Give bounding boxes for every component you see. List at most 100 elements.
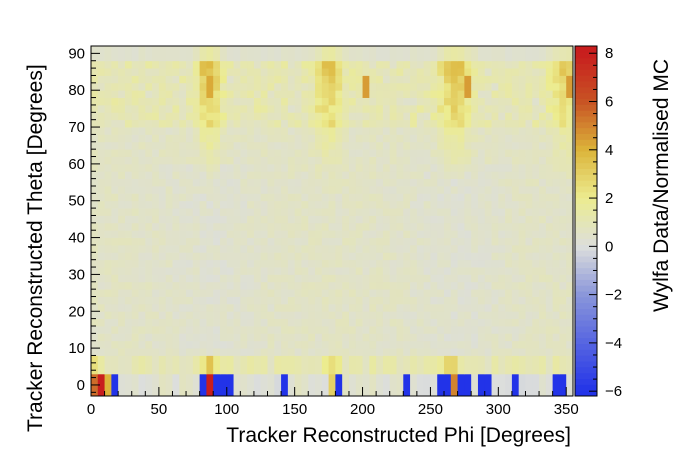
color-scale-segment [575,75,597,82]
heatmap-cell [328,237,336,246]
heatmap-cell [152,141,160,150]
heatmap-cell [511,156,520,165]
heatmap-cell [484,333,492,342]
x-axis-ticks: 0 50 100 150 200 250 300 350 [87,387,579,418]
heatmap-cell [97,303,105,312]
heatmap-cell [328,68,336,76]
heatmap-cell [240,90,248,98]
heatmap-cell [376,244,384,253]
heatmap-cell [437,163,445,172]
heatmap-cell [315,193,323,202]
heatmap-cell [308,373,316,397]
heatmap-cell [179,156,187,165]
heatmap-cell [315,82,323,91]
heatmap-cell [362,90,370,98]
heatmap-cell [192,186,201,194]
heatmap-cell [457,156,465,165]
heatmap-cell [444,134,452,143]
heatmap-cell [97,230,105,238]
heatmap-cell [321,259,330,268]
heatmap-cell [206,244,214,253]
heatmap-cell [559,259,567,268]
heatmap-cell [301,60,309,69]
heatmap-cell [111,318,119,327]
heatmap-cell [240,215,248,224]
heatmap-cell [410,326,418,334]
heatmap-cell [396,200,404,209]
heatmap-cell [444,296,452,305]
heatmap-cell [477,104,486,113]
heatmap-cell [274,340,282,349]
heatmap-cell [539,340,547,349]
heatmap-cell [301,274,309,283]
heatmap-cell [389,237,397,246]
heatmap-cell [545,303,554,312]
heatmap-cell [328,119,336,128]
heatmap-cell [342,68,350,76]
heatmap-cell [124,373,133,397]
heatmap-cell [247,355,255,375]
heatmap-cell [457,82,465,91]
heatmap-cell [491,46,499,62]
heatmap-cell [118,200,126,209]
heatmap-cell [131,97,139,106]
heatmap-cell [111,326,119,334]
heatmap-cell [315,281,323,290]
heatmap-cell [172,296,180,305]
heatmap-cell [91,82,99,91]
heatmap-cell [315,163,323,172]
heatmap-cell [301,112,309,121]
heatmap-cell [199,259,207,268]
heatmap-cell [219,112,228,121]
heatmap-cell [545,373,554,397]
heatmap-cell [545,90,554,98]
heatmap-cell [301,289,309,297]
heatmap-cell [294,267,302,275]
heatmap-cell [172,230,180,238]
heatmap-cell [437,274,445,283]
heatmap-cell [287,82,296,91]
heatmap-cell [91,281,99,290]
heatmap-cell [437,75,445,84]
heatmap-cell [281,171,289,180]
color-scale-segment [575,81,597,88]
heatmap-cell [471,274,479,283]
heatmap-cell [240,134,248,143]
heatmap-cell [199,171,207,180]
heatmap-cell [199,274,207,283]
heatmap-cell [566,326,574,334]
heatmap-cell [213,141,221,150]
heatmap-cell [321,311,330,320]
heatmap-cell [308,355,316,375]
heatmap-cell [532,252,540,261]
heatmap-cell [471,141,479,150]
heatmap-cell [260,289,268,297]
heatmap-cell [437,373,445,397]
heatmap-cell [444,127,452,135]
heatmap-cell [464,230,472,238]
heatmap-cell [376,68,384,76]
heatmap-cell [410,60,418,69]
heatmap-cell [382,46,391,62]
heatmap-cell [145,60,153,69]
heatmap-cell [342,119,350,128]
heatmap-cell [525,259,533,268]
heatmap-cell [213,149,221,157]
heatmap-cell [477,60,486,69]
heatmap-cell [505,149,513,157]
heatmap-cell [179,373,187,397]
heatmap-cell [281,141,289,150]
heatmap-cell [111,112,119,121]
heatmap-cell [247,171,255,180]
heatmap-cell [430,222,438,231]
heatmap-cell [294,318,302,327]
heatmap-cell [158,296,167,305]
heatmap-cell [260,244,268,253]
heatmap-cell [498,230,506,238]
heatmap-cell [430,303,438,312]
heatmap-cell [477,193,486,202]
heatmap-cell [308,186,316,194]
heatmap-cell [186,326,194,334]
heatmap-cell [152,149,160,157]
heatmap-cell [118,237,126,246]
